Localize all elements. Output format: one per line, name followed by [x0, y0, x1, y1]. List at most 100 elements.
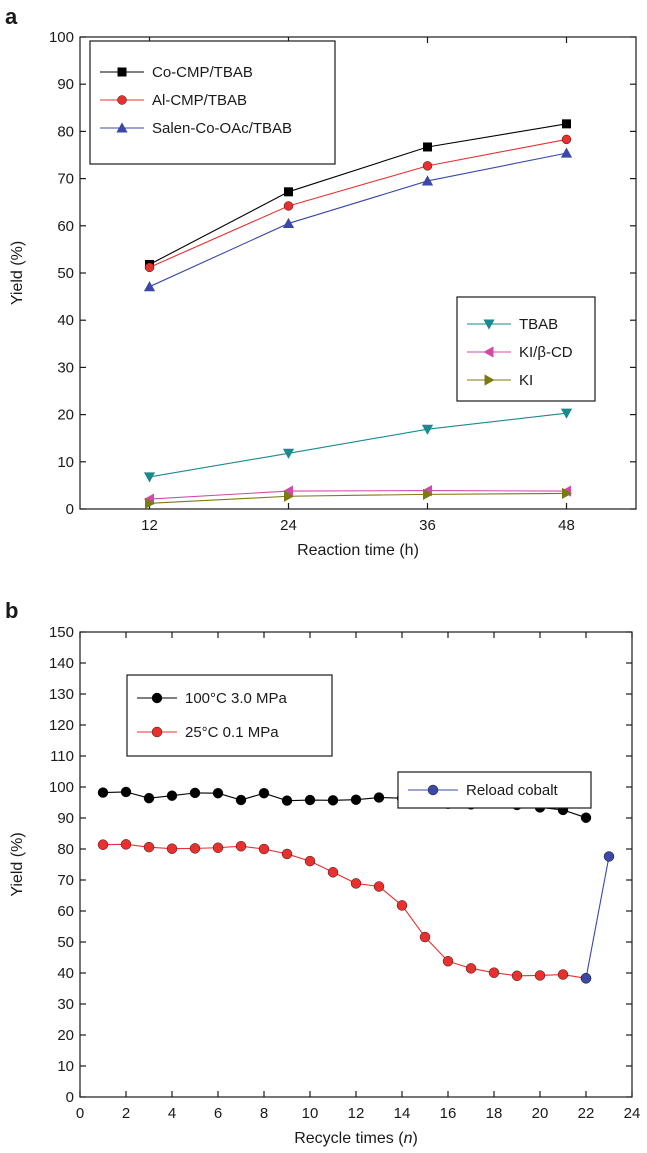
series-line-0 — [149, 123, 567, 265]
data-point — [120, 839, 132, 850]
data-point — [350, 878, 362, 889]
x-tick-label: 12 — [348, 1105, 365, 1122]
y-tick-label: 80 — [57, 841, 74, 858]
series-line-4 — [149, 490, 567, 500]
series-line-3 — [149, 412, 567, 478]
data-point — [258, 843, 270, 855]
data-point — [396, 900, 408, 911]
legend-label: TBAB — [519, 316, 558, 333]
y-tick-label: 20 — [57, 1027, 74, 1044]
data-point — [561, 134, 572, 145]
series-line-1 — [149, 138, 567, 268]
y-tick-label: 0 — [66, 501, 74, 518]
legend-marker — [427, 784, 439, 796]
data-point — [422, 161, 433, 171]
y-tick-label: 40 — [57, 312, 74, 329]
data-point — [603, 851, 615, 862]
legend-marker — [151, 726, 163, 738]
x-axis-label-variable: n — [404, 1130, 413, 1147]
data-point — [143, 792, 155, 804]
legend-label: Reload cobalt — [466, 782, 559, 799]
series-line-2 — [585, 856, 610, 979]
panel-label: a — [5, 4, 18, 29]
y-tick-label: 130 — [49, 686, 74, 703]
data-point — [166, 790, 178, 801]
x-tick-label: 24 — [624, 1105, 641, 1122]
data-point — [511, 970, 523, 981]
x-tick-label: 22 — [578, 1105, 595, 1122]
x-tick-label: 20 — [532, 1105, 549, 1122]
x-tick-label: 24 — [280, 517, 297, 534]
data-point — [560, 147, 573, 158]
data-point — [282, 217, 295, 228]
legend-marker — [151, 692, 163, 704]
data-point — [143, 281, 156, 292]
legend-label: KI/β-CD — [519, 344, 573, 361]
x-tick-label: 18 — [486, 1105, 503, 1122]
legend-label: Salen-Co-OAc/TBAB — [152, 120, 292, 137]
x-tick-label: 10 — [302, 1105, 319, 1122]
x-tick-label: 16 — [440, 1105, 457, 1122]
legend-marker — [483, 319, 495, 330]
data-point — [442, 956, 454, 967]
data-point — [488, 967, 500, 978]
y-tick-label: 0 — [66, 1089, 74, 1106]
y-tick-label: 50 — [57, 934, 74, 951]
data-point — [282, 485, 293, 497]
x-tick-label: 6 — [214, 1105, 222, 1122]
data-point — [235, 794, 247, 806]
legend-label: Al-CMP/TBAB — [152, 92, 247, 109]
x-tick-label: 48 — [558, 517, 575, 534]
data-point — [327, 795, 339, 806]
y-tick-label: 90 — [57, 810, 74, 827]
panel-label: b — [5, 598, 18, 623]
legend-marker — [484, 374, 495, 386]
data-point — [304, 855, 316, 867]
y-tick-label: 80 — [57, 123, 74, 140]
legend-label: KI — [519, 372, 533, 389]
y-tick-label: 90 — [57, 76, 74, 93]
x-tick-label: 12 — [141, 517, 158, 534]
y-tick-label: 70 — [57, 171, 74, 188]
x-tick-label: 8 — [260, 1105, 268, 1122]
y-tick-label: 60 — [57, 218, 74, 235]
data-point — [423, 488, 434, 500]
data-point — [212, 788, 224, 799]
y-tick-label: 100 — [49, 779, 74, 796]
data-point — [562, 487, 573, 500]
data-point — [304, 794, 316, 806]
data-point — [120, 786, 132, 798]
legend-label: 100°C 3.0 MPa — [185, 690, 288, 707]
data-point — [557, 969, 569, 980]
x-axis-label-close: ) — [412, 1130, 417, 1147]
legend-marker — [117, 95, 127, 105]
data-point — [143, 472, 156, 483]
y-tick-label: 40 — [57, 965, 74, 982]
data-point — [562, 119, 571, 129]
data-point — [350, 794, 362, 805]
data-point — [327, 867, 339, 878]
x-axis-label-text: Recycle times ( — [294, 1130, 404, 1147]
data-point — [189, 787, 201, 799]
y-tick-label: 100 — [49, 29, 74, 46]
data-point — [258, 788, 270, 799]
data-point — [421, 175, 434, 186]
y-tick-label: 140 — [49, 655, 74, 672]
data-point — [282, 448, 295, 459]
legend-label: 25°C 0.1 MPa — [185, 724, 279, 741]
data-point — [143, 841, 155, 853]
data-point — [580, 973, 592, 984]
data-point — [189, 843, 201, 854]
data-point — [283, 201, 294, 211]
series-line-5 — [149, 492, 567, 504]
y-tick-label: 30 — [57, 996, 74, 1013]
data-point — [373, 881, 385, 892]
data-point — [534, 970, 546, 981]
panel-a-chart: a 0 10 20 30 40 50 60 70 80 90 100 12 24 36 48 Yield (%)… — [5, 4, 637, 559]
x-axis-label: Recycle times (n) — [294, 1130, 418, 1147]
x-tick-label: 2 — [122, 1105, 130, 1122]
y-axis-label: Yield (%) — [9, 832, 26, 896]
y-tick-label: 120 — [49, 717, 74, 734]
y-tick-label: 70 — [57, 872, 74, 889]
